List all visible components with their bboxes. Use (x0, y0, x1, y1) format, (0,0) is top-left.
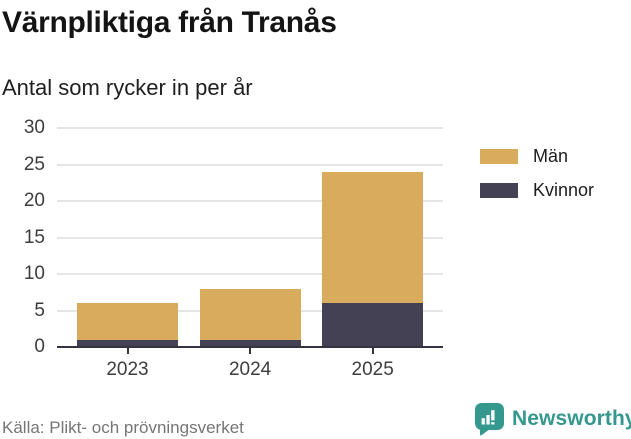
legend-item-män: Män (480, 146, 594, 167)
x-tick (126, 347, 129, 354)
x-tick-label: 2023 (106, 359, 149, 380)
y-tick-label: 5 (34, 299, 45, 321)
gridline (57, 200, 443, 202)
legend-label: Kvinnor (533, 180, 595, 200)
x-tick-label: 2025 (351, 359, 394, 380)
legend-item-kvinnor: Kvinnor (480, 180, 594, 201)
legend-swatch (480, 149, 518, 164)
bar-2024 (199, 288, 301, 347)
y-tick-label: 25 (23, 153, 45, 175)
bar-2025 (322, 171, 424, 347)
chart-title: Värnpliktiga från Tranås (2, 6, 337, 39)
source-note: Källa: Plikt- och prövningsverket (2, 418, 244, 437)
gridline (57, 127, 443, 129)
legend-label: Män (533, 146, 569, 166)
x-tick (371, 347, 374, 354)
legend: Män Kvinnor (480, 146, 594, 214)
gridline (57, 236, 443, 239)
x-tick-label: 2024 (228, 359, 272, 380)
plot-area (57, 127, 443, 354)
gridline (57, 273, 443, 275)
chart-subtitle: Antal som rycker in per år (2, 75, 253, 100)
brand-name: Newsworthy (512, 407, 631, 430)
y-tick-label: 15 (23, 226, 45, 248)
x-tick (249, 347, 252, 354)
y-tick-label: 30 (23, 117, 45, 138)
gridline (57, 163, 443, 166)
brand-logo[interactable]: Newsworthy (474, 402, 631, 436)
y-tick-label: 10 (23, 263, 45, 284)
bar-segment-män (199, 288, 301, 340)
bar-2023 (77, 303, 178, 347)
legend-swatch (480, 183, 518, 198)
newsworthy-icon (475, 403, 504, 436)
bar-segment-kvinnor (199, 339, 301, 347)
y-tick-label: 20 (23, 190, 45, 211)
bar-segment-män (322, 171, 424, 304)
bar-segment-män (77, 303, 178, 340)
y-tick-label: 0 (34, 336, 45, 357)
bar-segment-kvinnor (77, 339, 178, 347)
bar-segment-kvinnor (322, 303, 424, 347)
